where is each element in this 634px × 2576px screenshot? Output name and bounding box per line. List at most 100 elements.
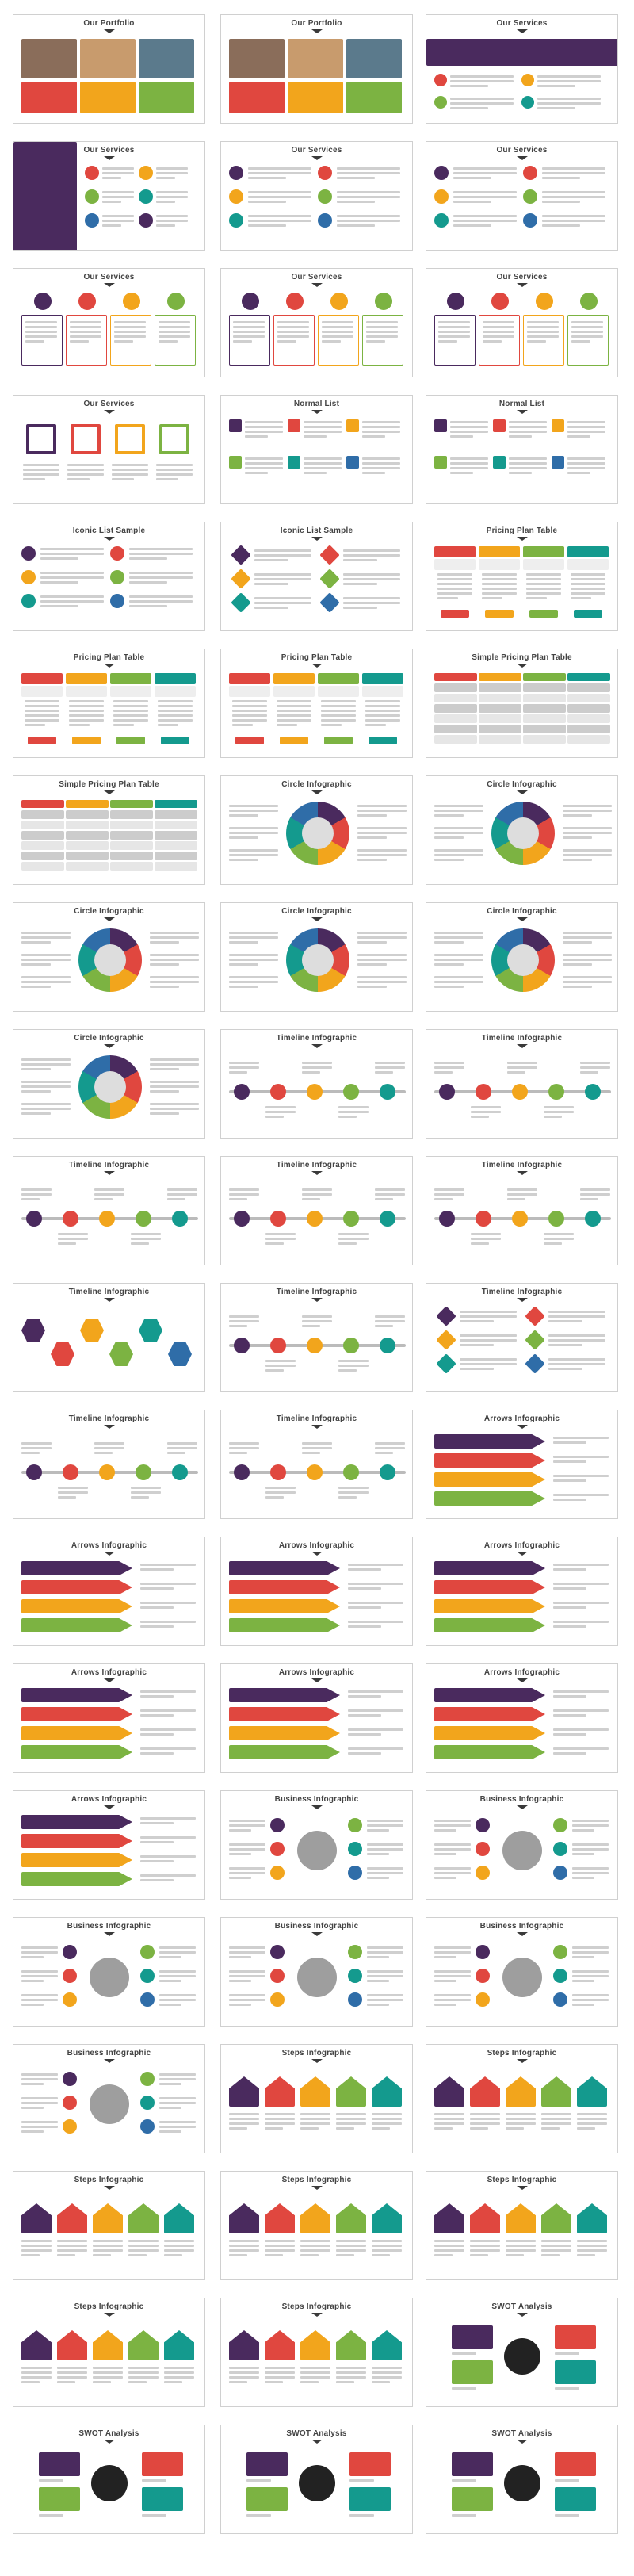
table-cell	[110, 821, 153, 829]
slide-body	[434, 1688, 609, 1764]
slide-thumbnail: Arrows Infographic	[220, 1663, 413, 1773]
pricing-button	[441, 610, 469, 618]
placeholder-text-line	[254, 607, 289, 609]
slide-body	[21, 546, 197, 622]
placeholder-text-line	[229, 2240, 259, 2242]
placeholder-text-line	[563, 932, 612, 934]
placeholder-text-line	[348, 1752, 381, 1755]
arrow-shape	[229, 1618, 340, 1632]
placeholder-text-line	[233, 335, 265, 338]
placeholder-text-line	[40, 557, 78, 560]
table-cell	[567, 683, 610, 692]
placeholder-text-line	[563, 814, 593, 817]
placeholder-text-line	[140, 1752, 174, 1755]
placeholder-text-line	[452, 2352, 477, 2355]
hexagon-shape	[80, 1319, 104, 1342]
placeholder-text-line	[57, 2371, 87, 2374]
placeholder-text-line	[571, 335, 603, 338]
placeholder-text-line	[248, 201, 286, 203]
slide-thumbnail: Circle Infographic	[426, 775, 618, 885]
step-shape	[506, 2203, 536, 2233]
placeholder-text-line	[21, 2130, 44, 2133]
placeholder-text-line	[159, 2121, 196, 2123]
slide-thumbnail: Arrows Infographic	[13, 1790, 205, 1900]
placeholder-text-line	[553, 1602, 609, 1604]
placeholder-text-line	[140, 1733, 174, 1736]
slide-title: Pricing Plan Table	[221, 653, 412, 668]
timeline-node	[172, 1211, 188, 1227]
slide-thumbnail: Steps Infographic	[426, 2044, 618, 2153]
placeholder-text-line	[159, 2073, 196, 2076]
placeholder-text-line	[229, 836, 259, 839]
placeholder-text-line	[372, 2245, 402, 2247]
placeholder-text-line	[343, 602, 400, 604]
service-icon	[85, 189, 99, 204]
slide-body	[229, 800, 407, 876]
placeholder-text-line	[25, 710, 59, 712]
slide-body	[229, 673, 404, 749]
placeholder-text-line	[357, 986, 388, 988]
placeholder-text-line	[450, 435, 473, 438]
placeholder-text-line	[21, 932, 71, 934]
pricing-header	[434, 546, 476, 557]
circle-center	[507, 817, 539, 849]
placeholder-text-line	[506, 2122, 536, 2125]
placeholder-text-line	[483, 331, 514, 333]
timeline-node	[380, 1338, 395, 1353]
placeholder-text-line	[57, 2367, 87, 2369]
placeholder-text-line	[527, 326, 559, 328]
placeholder-text-line	[336, 2376, 366, 2379]
placeholder-text-line	[450, 457, 488, 460]
step-shape	[336, 2203, 366, 2233]
timeline-node	[512, 1084, 528, 1100]
placeholder-text-line	[58, 1242, 76, 1245]
placeholder-text-line	[434, 1975, 471, 1977]
arrow-shape	[229, 1745, 340, 1759]
table-cell	[479, 735, 521, 744]
pricing-header	[21, 673, 63, 684]
placeholder-text-line	[265, 2254, 283, 2256]
placeholder-text-line	[542, 220, 605, 222]
slide-thumbnail: Business Infographic	[426, 1917, 618, 2027]
slide-body	[21, 2195, 197, 2272]
placeholder-text-line	[563, 936, 612, 939]
placeholder-text-line	[337, 191, 400, 193]
table-cell	[434, 735, 477, 744]
placeholder-text-line	[140, 1606, 174, 1609]
placeholder-text-line	[357, 981, 407, 983]
portfolio-photo	[80, 39, 136, 78]
slide-thumbnail: Timeline Infographic	[13, 1410, 205, 1519]
placeholder-text-line	[367, 1975, 403, 1977]
pricing-header	[523, 546, 564, 557]
slide-thumbnail: Timeline Infographic	[426, 1156, 618, 1265]
timeline-node	[136, 1464, 151, 1480]
placeholder-text-line	[150, 981, 199, 983]
placeholder-text-line	[21, 2078, 58, 2080]
business-node	[140, 2119, 155, 2134]
placeholder-text-line	[434, 963, 464, 966]
placeholder-text-line	[452, 2387, 477, 2390]
placeholder-text-line	[304, 462, 342, 465]
placeholder-text-line	[526, 583, 561, 585]
placeholder-text-line	[302, 1066, 332, 1069]
placeholder-text-line	[343, 559, 378, 561]
placeholder-text-line	[470, 2245, 500, 2247]
step-shape	[93, 2330, 123, 2360]
list-icon	[434, 213, 449, 228]
placeholder-text-line	[21, 2102, 58, 2104]
placeholder-text-line	[375, 1066, 405, 1069]
placeholder-text-line	[337, 177, 375, 179]
placeholder-text-line	[140, 1587, 174, 1590]
placeholder-text-line	[548, 1363, 605, 1365]
placeholder-text-line	[336, 2118, 366, 2120]
number-block	[434, 419, 447, 432]
business-node	[270, 1866, 285, 1880]
timeline-node	[26, 1464, 42, 1480]
circle-center	[302, 944, 334, 976]
slide-title: Business Infographic	[426, 1795, 617, 1809]
placeholder-text-line	[232, 724, 254, 726]
placeholder-text-line	[571, 592, 605, 595]
placeholder-text-line	[336, 2367, 366, 2369]
placeholder-text-line	[367, 2004, 389, 2006]
pricing-header	[479, 546, 520, 557]
